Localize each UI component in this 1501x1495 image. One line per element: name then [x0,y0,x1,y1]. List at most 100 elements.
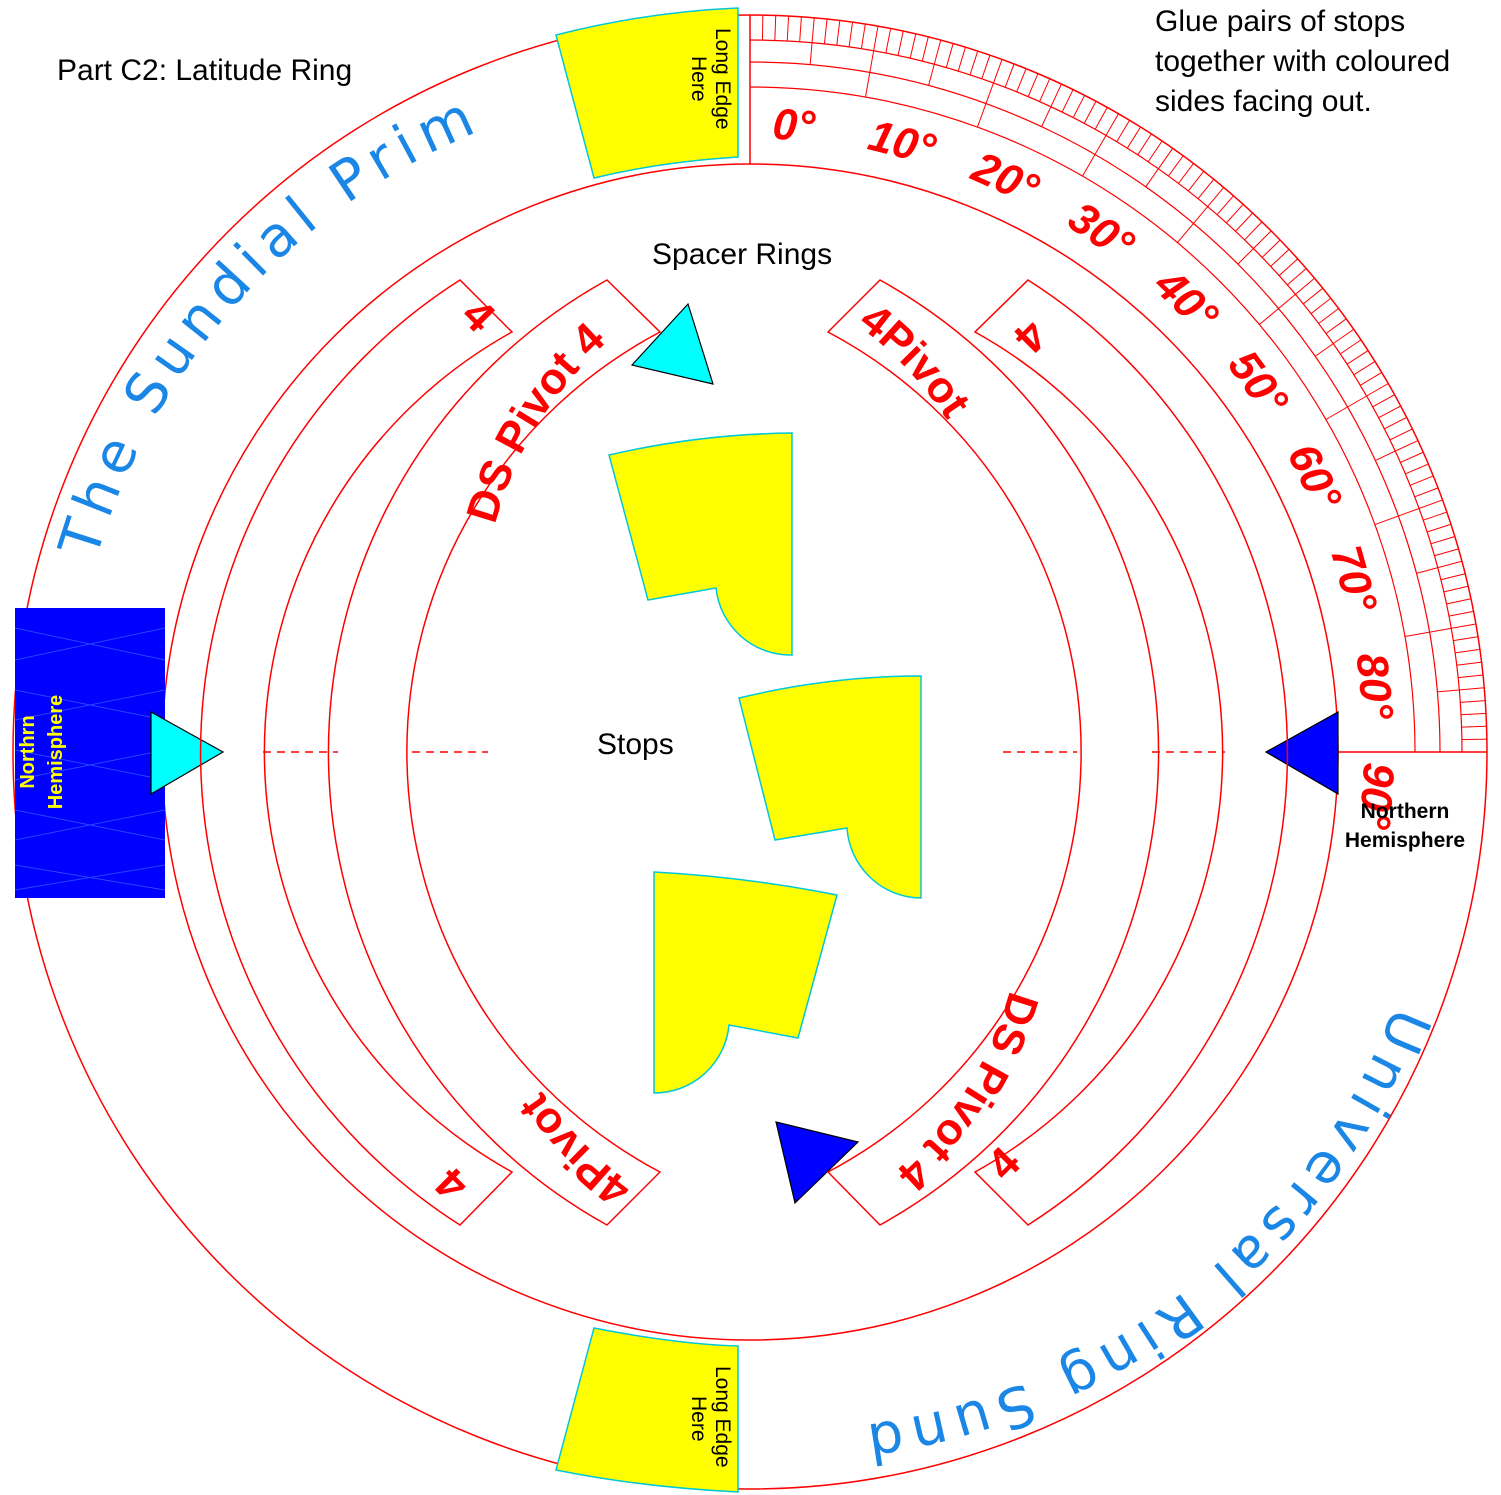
scale-tick [836,20,841,46]
scale-tick [786,15,790,42]
stop-1 [608,432,793,656]
spacer-ring-right-inner [826,279,1160,1226]
scale-tick [1404,623,1476,638]
scale-tick [1147,140,1163,163]
scale-tick [1094,107,1108,130]
scale-tick [1197,178,1215,199]
spacer-rings-label: Spacer Rings [652,238,832,271]
scale-tick [1216,195,1234,215]
spacer-number-left-bottom: 4 [425,1158,477,1210]
scale-tick [848,22,854,47]
scale-tick [1259,277,1315,325]
scale-tick [957,47,966,72]
scale-tick [1378,405,1401,419]
stops-label: Stops [597,728,674,761]
right-tab-label-2: Hemisphere [1345,829,1465,852]
scale-tick [1448,610,1474,617]
left-tab-label-2: Hemisphere [45,695,67,810]
scale-tick [1453,636,1479,642]
scale-arc-1 [749,39,1463,753]
scale-tick [1235,212,1253,232]
scale-tick [1416,560,1463,574]
part-title: Part C2: Latitude Ring [57,54,352,87]
scale-tick [1314,328,1355,357]
northern-hemisphere-tab-left: Northrn Hemisphere [14,608,166,898]
scale-tick [1325,383,1389,420]
scale-tick [1178,163,1194,184]
scale-tick [981,54,991,79]
scale-arc-2 [749,61,1441,753]
glue-tab-top: Long Edge Here [555,7,739,179]
scale-tick [1126,126,1141,149]
scale-tick [1443,585,1469,593]
scale-tick [1353,361,1376,376]
scale-tick [1244,221,1263,241]
scale-tick [1455,648,1480,654]
stop-2 [738,675,922,899]
scale-tick [1318,308,1339,324]
long-edge-label-bottom: Long Edge [711,1366,734,1468]
scale-tick [909,33,917,59]
glue-tab-bottom: Long Edge Here [555,1327,739,1493]
degree-label-10: 10° [864,111,941,175]
scale-tick [1039,78,1051,102]
scale-tick [1016,68,1027,93]
scale-tick [1027,73,1039,97]
scale-tick [1226,203,1244,224]
scale-tick [1446,598,1471,605]
scale-tick [897,31,904,56]
degree-label-90: 90° [1350,761,1404,831]
scale-tick [860,23,866,49]
scale-arc-3 [749,86,1416,753]
spacer-label-4pivot-top: 4Pivot [851,294,980,426]
scale-tick [1375,440,1419,461]
instructions-line-1: Glue pairs of stops [1155,5,1405,38]
scale-tick [1310,297,1332,315]
scale-tick [1261,239,1281,258]
scale-tick [1400,451,1424,463]
scale-tick [1137,133,1152,156]
scale-tick [1041,83,1062,127]
scale-tick [1430,536,1455,545]
blue-pointer-right [1264,710,1339,796]
spacer-ring-left-outer [199,279,514,1226]
scale-tick [1460,700,1486,703]
scale-tick [1168,155,1184,177]
long-edge-here-top: Here [687,56,710,102]
degree-label-30: 30° [1060,193,1143,271]
scale-tick [1389,428,1413,441]
scale-tick [1423,511,1448,521]
scale-tick [921,36,929,62]
scale-tick [1278,258,1299,276]
spacer-ring-left-inner [327,279,662,1226]
scale-tick [1004,63,1015,88]
stops [608,432,922,1094]
scale-tick [1083,101,1097,124]
scale-tick [1145,147,1174,188]
spacer-label-ds-pivot-top: DS Pivot 4 [457,313,614,528]
scale-tick [799,16,802,42]
scale-tick [774,15,777,41]
cyan-pointer-left [150,710,225,796]
scale-tick [1270,249,1290,267]
degree-label-40: 40° [1144,259,1227,341]
scale-tick [1414,487,1439,498]
scale-tick [928,39,942,86]
long-edge-here-bottom: Here [687,1396,710,1442]
scale-tick [864,26,879,98]
scale-tick [1072,95,1086,118]
spacer-rings [199,279,1289,1226]
scale-tick [1409,475,1434,486]
scale-tick [1287,268,1307,286]
scale-tick [823,18,828,44]
degree-label-0: 0° [771,100,817,152]
degree-label-20: 20° [964,142,1046,214]
scale-tick [1187,170,1205,192]
scale-tick [1116,120,1131,142]
scale-tick [1339,339,1362,355]
left-tab-label-1: Northrn [17,715,39,788]
spacer-label-4pivot-bottom: 4Pivot [509,1085,639,1216]
scale-tick [1082,113,1119,177]
inner-ring-edge [161,163,1339,1341]
